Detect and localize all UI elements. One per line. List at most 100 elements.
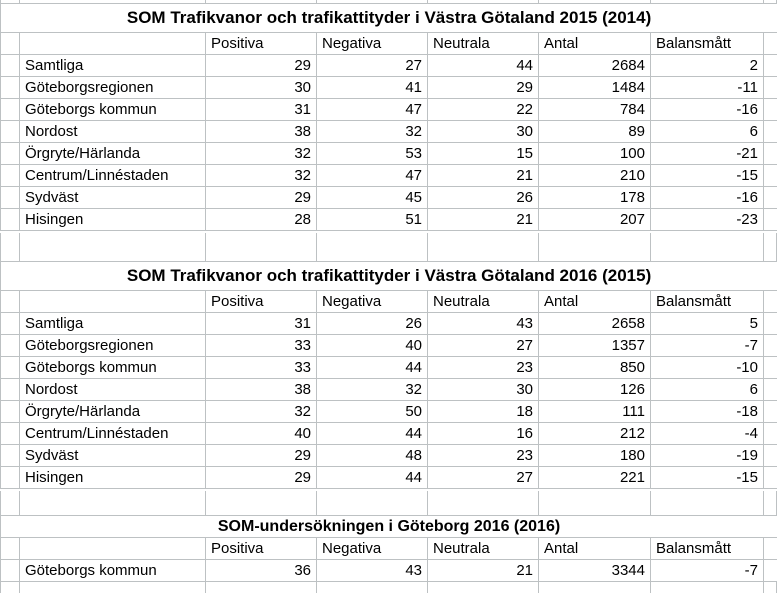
column-header-balansmatt[interactable]: Balansmått <box>650 537 764 560</box>
cell-empty[interactable] <box>762 356 777 379</box>
value-cell[interactable]: 178 <box>538 186 651 209</box>
value-cell[interactable]: -15 <box>650 164 764 187</box>
cell-empty[interactable] <box>762 290 777 313</box>
row-label[interactable]: Samtliga <box>19 54 206 77</box>
cell-empty[interactable] <box>0 400 20 423</box>
value-cell[interactable]: 36 <box>205 559 317 582</box>
cell-empty[interactable] <box>0 378 20 401</box>
row-label[interactable]: Sydväst <box>19 186 206 209</box>
cell-empty[interactable] <box>0 444 20 467</box>
value-cell[interactable]: -23 <box>650 208 764 231</box>
cell-empty[interactable] <box>762 378 777 401</box>
cell-empty[interactable] <box>0 76 20 99</box>
value-cell[interactable]: 29 <box>205 466 317 489</box>
value-cell[interactable]: 47 <box>316 164 428 187</box>
cell-empty[interactable] <box>762 98 777 121</box>
cell-empty[interactable] <box>0 186 20 209</box>
table-title[interactable]: SOM-undersökningen i Göteborg 2016 (2016… <box>0 515 777 538</box>
value-cell[interactable]: 21 <box>427 208 539 231</box>
value-cell[interactable]: 212 <box>538 422 651 445</box>
row-label[interactable]: Göteborgs kommun <box>19 98 206 121</box>
cell-empty[interactable] <box>762 334 777 357</box>
value-cell[interactable]: 18 <box>427 400 539 423</box>
value-cell[interactable]: 784 <box>538 98 651 121</box>
row-label[interactable]: Göteborgsregionen <box>19 76 206 99</box>
column-header-negativa[interactable]: Negativa <box>316 290 428 313</box>
row-label[interactable]: Örgryte/Härlanda <box>19 400 206 423</box>
value-cell[interactable]: -16 <box>650 186 764 209</box>
column-header-positiva[interactable]: Positiva <box>205 290 317 313</box>
value-cell[interactable]: -7 <box>650 559 764 582</box>
value-cell[interactable]: 30 <box>205 76 317 99</box>
value-cell[interactable]: 51 <box>316 208 428 231</box>
cell-empty[interactable] <box>762 32 777 55</box>
value-cell[interactable]: 2684 <box>538 54 651 77</box>
value-cell[interactable]: 32 <box>205 164 317 187</box>
cell-empty[interactable] <box>762 76 777 99</box>
row-label[interactable]: Göteborgs kommun <box>19 356 206 379</box>
cell-empty[interactable] <box>0 164 20 187</box>
column-header-neutrala[interactable]: Neutrala <box>427 537 539 560</box>
row-label[interactable]: Göteborgs kommun <box>19 559 206 582</box>
value-cell[interactable]: -7 <box>650 334 764 357</box>
cell-empty[interactable] <box>762 208 777 231</box>
value-cell[interactable]: 6 <box>650 378 764 401</box>
column-header-antal[interactable]: Antal <box>538 537 651 560</box>
column-header-positiva[interactable]: Positiva <box>205 537 317 560</box>
value-cell[interactable]: 44 <box>316 422 428 445</box>
value-cell[interactable]: 6 <box>650 120 764 143</box>
cell-empty[interactable] <box>0 32 20 55</box>
cell-empty[interactable] <box>0 290 20 313</box>
value-cell[interactable]: 31 <box>205 98 317 121</box>
cell-empty[interactable] <box>762 444 777 467</box>
value-cell[interactable]: -19 <box>650 444 764 467</box>
cell-empty[interactable] <box>762 537 777 560</box>
cell-empty[interactable] <box>0 312 20 335</box>
cell-empty[interactable] <box>762 164 777 187</box>
value-cell[interactable]: 41 <box>316 76 428 99</box>
value-cell[interactable]: 50 <box>316 400 428 423</box>
value-cell[interactable]: 221 <box>538 466 651 489</box>
value-cell[interactable]: 29 <box>205 54 317 77</box>
cell-empty[interactable] <box>0 422 20 445</box>
value-cell[interactable]: 1484 <box>538 76 651 99</box>
column-header-negativa[interactable]: Negativa <box>316 537 428 560</box>
cell-empty[interactable] <box>0 537 20 560</box>
value-cell[interactable]: 26 <box>427 186 539 209</box>
cell-empty[interactable] <box>0 559 20 582</box>
column-header-negativa[interactable]: Negativa <box>316 32 428 55</box>
value-cell[interactable]: 210 <box>538 164 651 187</box>
cell-empty[interactable] <box>0 142 20 165</box>
row-label[interactable]: Örgryte/Härlanda <box>19 142 206 165</box>
value-cell[interactable]: 2658 <box>538 312 651 335</box>
value-cell[interactable]: -15 <box>650 466 764 489</box>
value-cell[interactable]: 111 <box>538 400 651 423</box>
value-cell[interactable]: 207 <box>538 208 651 231</box>
cell-empty[interactable] <box>19 32 206 55</box>
value-cell[interactable]: -10 <box>650 356 764 379</box>
value-cell[interactable]: -11 <box>650 76 764 99</box>
value-cell[interactable]: 5 <box>650 312 764 335</box>
value-cell[interactable]: 29 <box>205 444 317 467</box>
value-cell[interactable]: 22 <box>427 98 539 121</box>
cell-empty[interactable] <box>0 208 20 231</box>
value-cell[interactable]: 3344 <box>538 559 651 582</box>
value-cell[interactable]: 26 <box>316 312 428 335</box>
value-cell[interactable]: -18 <box>650 400 764 423</box>
cell-empty[interactable] <box>762 466 777 489</box>
value-cell[interactable]: 1357 <box>538 334 651 357</box>
value-cell[interactable]: 32 <box>205 400 317 423</box>
value-cell[interactable]: 33 <box>205 356 317 379</box>
value-cell[interactable]: 23 <box>427 444 539 467</box>
value-cell[interactable]: 33 <box>205 334 317 357</box>
row-label[interactable]: Nordost <box>19 120 206 143</box>
value-cell[interactable]: -21 <box>650 142 764 165</box>
column-header-antal[interactable]: Antal <box>538 32 651 55</box>
value-cell[interactable]: -16 <box>650 98 764 121</box>
cell-empty[interactable] <box>0 334 20 357</box>
value-cell[interactable]: 23 <box>427 356 539 379</box>
value-cell[interactable]: 44 <box>316 466 428 489</box>
value-cell[interactable]: 47 <box>316 98 428 121</box>
cell-empty[interactable] <box>762 54 777 77</box>
value-cell[interactable]: 53 <box>316 142 428 165</box>
